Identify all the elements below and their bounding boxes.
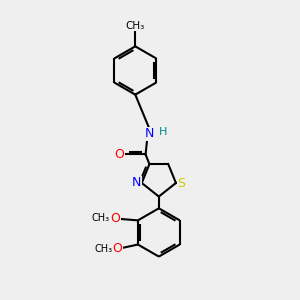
- Text: CH₃: CH₃: [94, 244, 112, 254]
- Text: O: O: [111, 212, 121, 225]
- Text: O: O: [115, 148, 124, 161]
- Text: S: S: [177, 177, 185, 190]
- Text: N: N: [132, 176, 141, 190]
- Text: N: N: [144, 127, 154, 140]
- Text: O: O: [113, 242, 122, 254]
- Text: CH₃: CH₃: [92, 213, 110, 223]
- Text: H: H: [158, 127, 167, 137]
- Text: CH₃: CH₃: [126, 21, 145, 31]
